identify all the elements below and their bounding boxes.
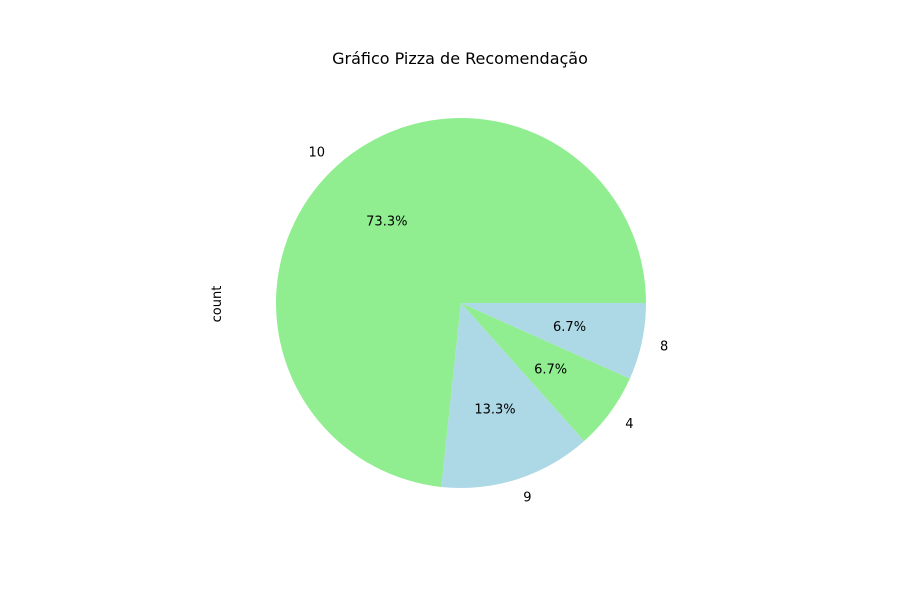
slice-label-10: 10: [308, 146, 325, 161]
pie-slices: [276, 118, 646, 489]
pie-slice-8: [461, 303, 646, 379]
pie-slice-10: [276, 118, 646, 487]
slice-pct-8: 6.7%: [553, 320, 586, 335]
slice-label-8: 8: [660, 340, 668, 355]
slice-pct-4: 6.7%: [534, 363, 567, 378]
slice-label-9: 9: [523, 491, 531, 506]
slice-pct-9: 13.3%: [474, 403, 515, 418]
y-axis-label: count: [210, 286, 225, 323]
pie-slice-9: [441, 303, 585, 489]
chart-title: Gráfico Pizza de Recomendação: [332, 49, 588, 68]
slice-label-4: 4: [625, 417, 633, 432]
pie-labels: 10 73.3% 9 13.3% 4 6.7% 8 6.7%: [308, 146, 668, 506]
slice-pct-10: 73.3%: [366, 214, 407, 229]
pie-slice-4: [461, 303, 630, 441]
